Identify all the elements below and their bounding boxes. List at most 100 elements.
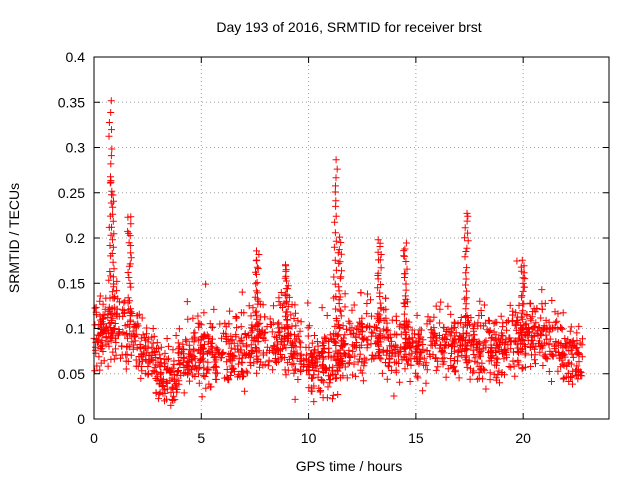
data-point — [300, 361, 308, 368]
data-point — [297, 318, 305, 326]
data-point — [334, 331, 342, 339]
data-point — [486, 369, 494, 377]
data-point — [149, 348, 157, 356]
x-tick-label: 10 — [301, 430, 317, 446]
x-axis-label: GPS time / hours — [296, 458, 403, 474]
data-point — [538, 305, 546, 313]
data-point — [251, 309, 259, 317]
data-point — [503, 318, 511, 326]
data-point — [476, 297, 484, 305]
data-point — [337, 342, 345, 349]
data-point — [169, 364, 177, 372]
data-point — [518, 256, 526, 264]
data-point — [311, 332, 318, 339]
data-point — [369, 329, 377, 337]
data-point — [137, 334, 145, 342]
data-point — [572, 344, 580, 352]
data-point — [102, 333, 110, 341]
data-point — [417, 349, 425, 357]
data-point — [151, 363, 159, 371]
data-point — [200, 332, 208, 340]
data-point — [401, 270, 409, 278]
data-point — [109, 294, 117, 302]
data-point — [438, 355, 446, 363]
data-point — [178, 348, 186, 356]
data-point — [401, 345, 409, 352]
data-point — [237, 309, 245, 317]
data-point — [217, 354, 225, 362]
data-point — [461, 224, 469, 232]
data-point — [358, 314, 366, 322]
data-point — [337, 312, 345, 320]
data-point — [541, 299, 549, 307]
data-point — [513, 257, 521, 265]
data-point — [288, 301, 296, 309]
data-point — [138, 350, 146, 358]
data-point — [423, 347, 431, 355]
data-point — [304, 332, 312, 340]
data-point — [432, 302, 440, 310]
data-point — [490, 320, 498, 328]
data-point — [477, 347, 485, 355]
data-point — [495, 367, 503, 375]
data-point — [255, 347, 263, 355]
data-point — [553, 317, 561, 325]
data-point — [155, 395, 163, 403]
data-point — [370, 354, 378, 362]
data-point — [554, 367, 562, 375]
data-point — [315, 367, 323, 375]
data-point — [413, 355, 421, 363]
data-point — [142, 356, 150, 363]
data-point — [363, 344, 371, 352]
data-point — [252, 280, 260, 288]
data-point — [332, 315, 340, 322]
data-point — [107, 177, 115, 185]
data-point — [450, 363, 458, 371]
data-point — [127, 220, 135, 228]
data-point — [515, 301, 523, 309]
data-point — [252, 321, 260, 329]
data-point — [346, 359, 353, 367]
data-point — [183, 298, 191, 306]
data-point — [432, 366, 440, 374]
data-point — [161, 386, 169, 394]
data-point — [246, 354, 254, 362]
data-point — [485, 317, 493, 325]
data-point — [110, 197, 117, 205]
data-point — [449, 324, 457, 332]
data-point — [408, 326, 416, 334]
data-point — [109, 258, 117, 266]
data-point — [253, 256, 261, 264]
data-point — [109, 236, 116, 244]
data-point — [569, 353, 577, 361]
data-point — [511, 322, 519, 330]
data-point — [409, 338, 417, 346]
data-point — [271, 357, 279, 365]
data-point — [413, 311, 421, 319]
data-point — [440, 344, 448, 352]
data-point — [318, 304, 326, 312]
data-point — [344, 360, 352, 368]
data-point — [321, 335, 329, 342]
data-point — [448, 329, 456, 337]
data-point — [270, 302, 277, 310]
data-point — [479, 375, 487, 383]
data-point — [545, 318, 553, 326]
data-point — [106, 324, 114, 331]
data-point — [488, 354, 495, 362]
data-point — [193, 365, 201, 373]
data-point — [430, 313, 438, 321]
data-point — [119, 328, 127, 336]
data-point — [529, 324, 537, 332]
x-tick-label: 15 — [408, 430, 424, 446]
data-point — [461, 346, 469, 354]
data-point — [400, 252, 408, 260]
data-point — [110, 280, 117, 288]
data-point — [405, 351, 413, 359]
data-point — [108, 333, 116, 341]
data-point — [537, 330, 545, 338]
data-point — [170, 392, 177, 400]
data-point — [513, 317, 521, 324]
data-point — [122, 365, 130, 373]
data-point — [282, 261, 289, 269]
